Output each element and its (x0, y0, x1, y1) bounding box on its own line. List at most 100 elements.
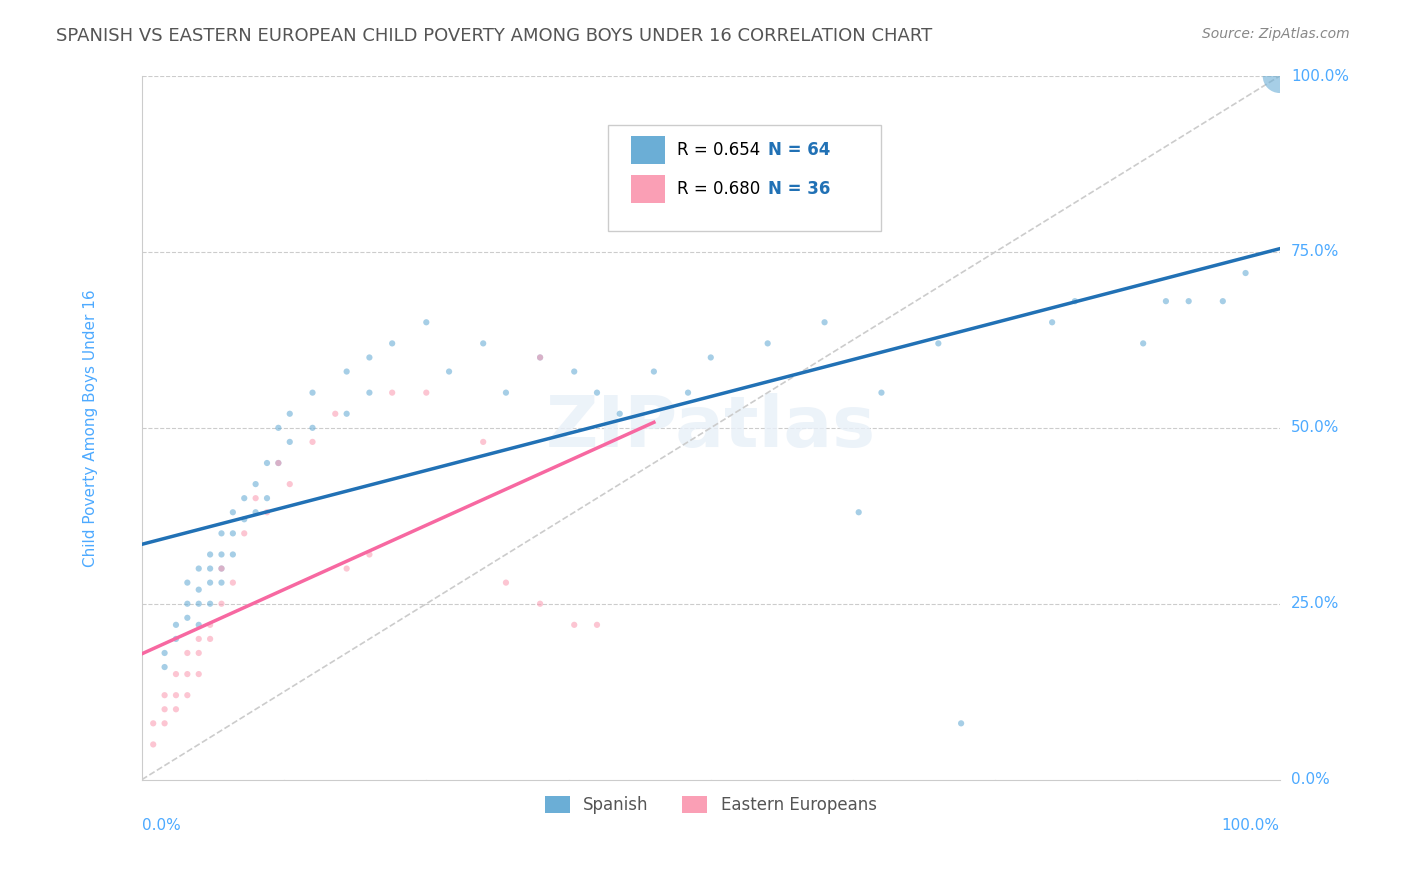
Text: Source: ZipAtlas.com: Source: ZipAtlas.com (1202, 27, 1350, 41)
Text: ZIPatlas: ZIPatlas (546, 393, 876, 462)
Point (165, 688, 187, 702)
Point (950, 716, 973, 731)
Point (211, 597, 233, 611)
Point (1154, 294, 1177, 309)
Text: 50.0%: 50.0% (1291, 420, 1339, 435)
Point (256, 491, 278, 506)
Point (233, 491, 256, 506)
Point (211, 548, 233, 562)
Point (1234, 266, 1257, 280)
Point (245, 491, 267, 506)
Point (1268, 69, 1291, 83)
Point (187, 667, 209, 681)
Point (142, 716, 165, 731)
FancyBboxPatch shape (609, 125, 882, 231)
Point (359, 351, 381, 365)
Point (153, 660, 176, 674)
Point (437, 365, 460, 379)
Point (233, 512, 256, 526)
Point (278, 407, 301, 421)
Point (643, 365, 665, 379)
Point (211, 526, 233, 541)
Point (211, 561, 233, 575)
Point (267, 421, 290, 435)
Point (198, 617, 221, 632)
Text: R = 0.680: R = 0.680 (676, 179, 759, 198)
Point (301, 385, 323, 400)
Point (256, 505, 278, 519)
Point (176, 597, 198, 611)
Text: N = 64: N = 64 (768, 141, 830, 159)
Point (142, 738, 165, 752)
Point (187, 597, 209, 611)
Point (211, 561, 233, 575)
Point (176, 667, 198, 681)
Text: 0.0%: 0.0% (1291, 772, 1330, 787)
Point (359, 548, 381, 562)
Point (529, 351, 551, 365)
Point (245, 505, 267, 519)
Text: 100.0%: 100.0% (1222, 818, 1279, 833)
Point (222, 505, 245, 519)
Point (153, 688, 176, 702)
Point (245, 477, 267, 491)
Point (187, 646, 209, 660)
Point (222, 548, 245, 562)
Text: Child Poverty Among Boys Under 16: Child Poverty Among Boys Under 16 (83, 289, 98, 566)
Point (495, 575, 517, 590)
Text: 75.0%: 75.0% (1291, 244, 1339, 260)
Point (1064, 294, 1087, 309)
Point (198, 561, 221, 575)
Text: R = 0.654: R = 0.654 (676, 141, 759, 159)
Point (211, 575, 233, 590)
Point (153, 702, 176, 716)
Point (198, 548, 221, 562)
Point (233, 526, 256, 541)
Text: SPANISH VS EASTERN EUROPEAN CHILD POVERTY AMONG BOYS UNDER 16 CORRELATION CHART: SPANISH VS EASTERN EUROPEAN CHILD POVERT… (56, 27, 932, 45)
Point (176, 611, 198, 625)
Point (1212, 294, 1234, 309)
Point (267, 456, 290, 470)
Point (1040, 315, 1063, 329)
Text: 100.0%: 100.0% (1291, 69, 1348, 84)
Point (198, 575, 221, 590)
Point (187, 617, 209, 632)
Text: 0.0%: 0.0% (142, 818, 180, 833)
Point (165, 702, 187, 716)
Point (529, 351, 551, 365)
Point (336, 365, 359, 379)
Point (187, 582, 209, 597)
Point (609, 407, 631, 421)
Point (222, 575, 245, 590)
Point (415, 315, 437, 329)
Point (381, 385, 404, 400)
Point (153, 716, 176, 731)
Point (256, 456, 278, 470)
Point (278, 477, 301, 491)
Point (676, 385, 699, 400)
Point (870, 385, 893, 400)
Text: 25.0%: 25.0% (1291, 596, 1339, 611)
Point (1132, 336, 1154, 351)
Point (562, 617, 585, 632)
Point (586, 617, 609, 632)
Point (176, 575, 198, 590)
Point (495, 385, 517, 400)
Point (301, 421, 323, 435)
Point (848, 505, 870, 519)
Point (756, 336, 779, 351)
Point (359, 385, 381, 400)
FancyBboxPatch shape (631, 175, 665, 202)
Point (927, 336, 949, 351)
Point (198, 597, 221, 611)
Point (187, 561, 209, 575)
Point (222, 526, 245, 541)
Point (700, 351, 723, 365)
Point (336, 407, 359, 421)
Point (562, 365, 585, 379)
Point (336, 561, 359, 575)
Point (267, 456, 290, 470)
Point (813, 315, 835, 329)
Point (472, 434, 495, 449)
Point (187, 632, 209, 646)
